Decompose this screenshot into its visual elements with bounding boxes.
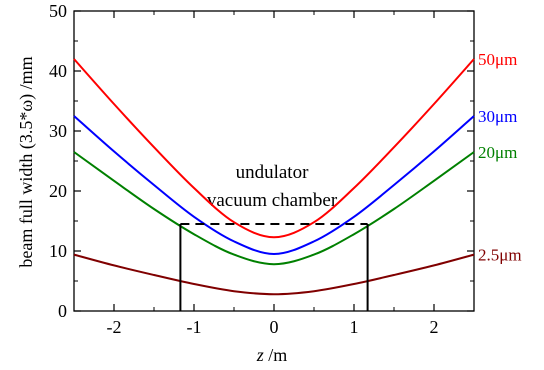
series-line-0 [73, 58, 475, 239]
y-tick-label: 0 [58, 301, 67, 321]
y-axis-label: beam full width (3.5*ω) /mm [16, 56, 37, 267]
y-tick-label: 40 [49, 61, 67, 81]
y-tick-label: 30 [49, 121, 67, 141]
series-label-3: 2.5μm [478, 246, 522, 265]
x-tick-label: -2 [107, 317, 122, 337]
series-label-0: 50μm [478, 50, 517, 69]
series-label-1: 30μm [478, 107, 517, 126]
x-tick-label: -1 [187, 317, 202, 337]
series-line-3 [73, 253, 475, 296]
x-tick-label: 0 [270, 317, 279, 337]
x-tick-label: 2 [430, 317, 439, 337]
series-line-1 [73, 115, 475, 256]
annotation-line-1: undulator [236, 162, 309, 183]
y-tick-label: 20 [49, 181, 67, 201]
y-tick-label: 10 [49, 241, 67, 261]
y-tick-label: 50 [49, 1, 67, 21]
series-line-2 [73, 151, 475, 266]
x-tick-label: 1 [350, 317, 359, 337]
x-axis-label: z /m [256, 345, 288, 365]
plot-frame [73, 10, 475, 312]
annotation-line-2: vacuum chamber [207, 190, 338, 211]
series-label-2: 20μm [478, 143, 517, 162]
